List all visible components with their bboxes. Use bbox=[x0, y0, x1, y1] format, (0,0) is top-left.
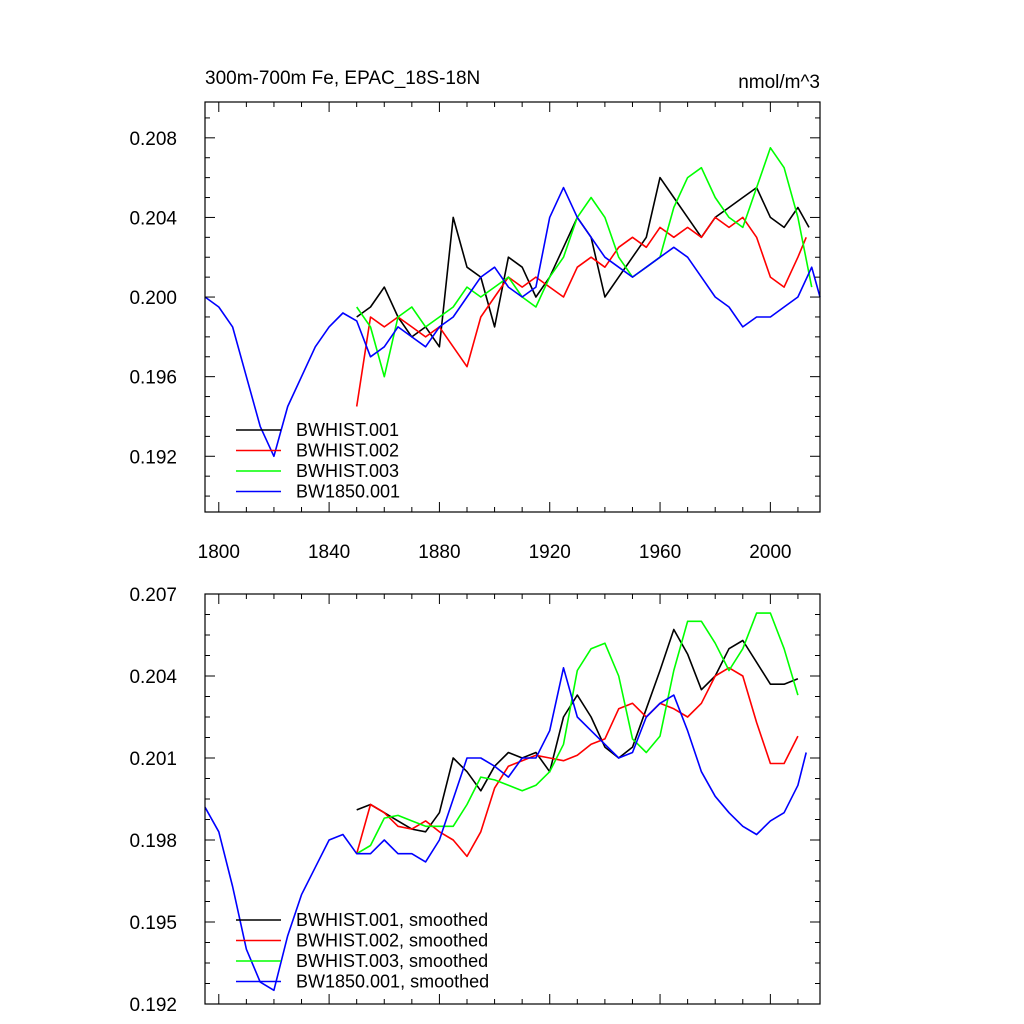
top-title-right: nmol/m^3 bbox=[738, 72, 820, 93]
series-line-bwhist-001-smoothed bbox=[356, 628, 799, 833]
top-axes: 1800 1840 1880 1920 1960 2000 0.192 0.196 0.200 0… bbox=[129, 102, 820, 563]
bottom-plot-area bbox=[204, 612, 807, 992]
x-tick-label-2000: 2000 bbox=[749, 542, 791, 563]
top-plot-area bbox=[204, 147, 821, 458]
series-line-bw1850-001-smoothed bbox=[204, 666, 807, 992]
x-tick-label-1800: 1800 bbox=[198, 542, 240, 563]
bottom-panel: 0.192 0.195 0.198 0.201 0.204 0.207 BWHIST.00… bbox=[129, 585, 821, 1016]
legend-label-bwhist-003-smoothed: BWHIST.003, smoothed bbox=[296, 951, 488, 971]
series-line-bwhist-002-smoothed bbox=[355, 666, 799, 858]
legend-label-bwhist-001-smoothed: BWHIST.001, smoothed bbox=[296, 910, 488, 930]
bottom-axes: 0.192 0.195 0.198 0.201 0.204 0.207 bbox=[129, 585, 820, 1016]
top-plot-frame bbox=[204, 101, 821, 513]
x-tick-label-1960: 1960 bbox=[639, 542, 681, 563]
x-tick-label-1880: 1880 bbox=[418, 542, 460, 563]
y-tick-label: 0.192 bbox=[129, 995, 177, 1016]
y-tick-label: 0.195 bbox=[129, 913, 177, 934]
y-tick-label: 0.207 bbox=[129, 585, 177, 606]
top-panel: 300m-700m Fe, EPAC_18S-18N nmol/m^3 1800… bbox=[129, 68, 821, 563]
y-tick-label: 0.200 bbox=[129, 288, 177, 309]
series-line-bw1850-001 bbox=[204, 186, 821, 458]
y-tick-label: 0.208 bbox=[129, 129, 177, 150]
y-tick-label: 0.204 bbox=[129, 208, 177, 229]
series-line-bwhist-002 bbox=[355, 216, 807, 407]
series-line-bwhist-003-smoothed bbox=[356, 612, 799, 855]
y-tick-label: 0.201 bbox=[129, 749, 177, 770]
legend-label-bwhist-002: BWHIST.002 bbox=[296, 441, 399, 461]
series-line-bwhist-003 bbox=[356, 147, 813, 378]
legend-label-bw1850-001: BW1850.001 bbox=[296, 482, 400, 502]
y-tick-label: 0.192 bbox=[129, 447, 177, 468]
legend-label-bwhist-001: BWHIST.001 bbox=[296, 420, 399, 440]
y-tick-label: 0.198 bbox=[129, 831, 177, 852]
legend-label-bw1850-001-smoothed: BW1850.001, smoothed bbox=[296, 972, 489, 992]
top-title-left: 300m-700m Fe, EPAC_18S-18N bbox=[205, 68, 480, 89]
y-tick-label: 0.204 bbox=[129, 667, 177, 688]
x-tick-label-1840: 1840 bbox=[308, 542, 350, 563]
legend-label-bwhist-003: BWHIST.003 bbox=[296, 461, 399, 481]
legend-label-bwhist-002-smoothed: BWHIST.002, smoothed bbox=[296, 931, 488, 951]
y-tick-label: 0.196 bbox=[129, 368, 177, 389]
x-tick-label-1920: 1920 bbox=[529, 542, 571, 563]
